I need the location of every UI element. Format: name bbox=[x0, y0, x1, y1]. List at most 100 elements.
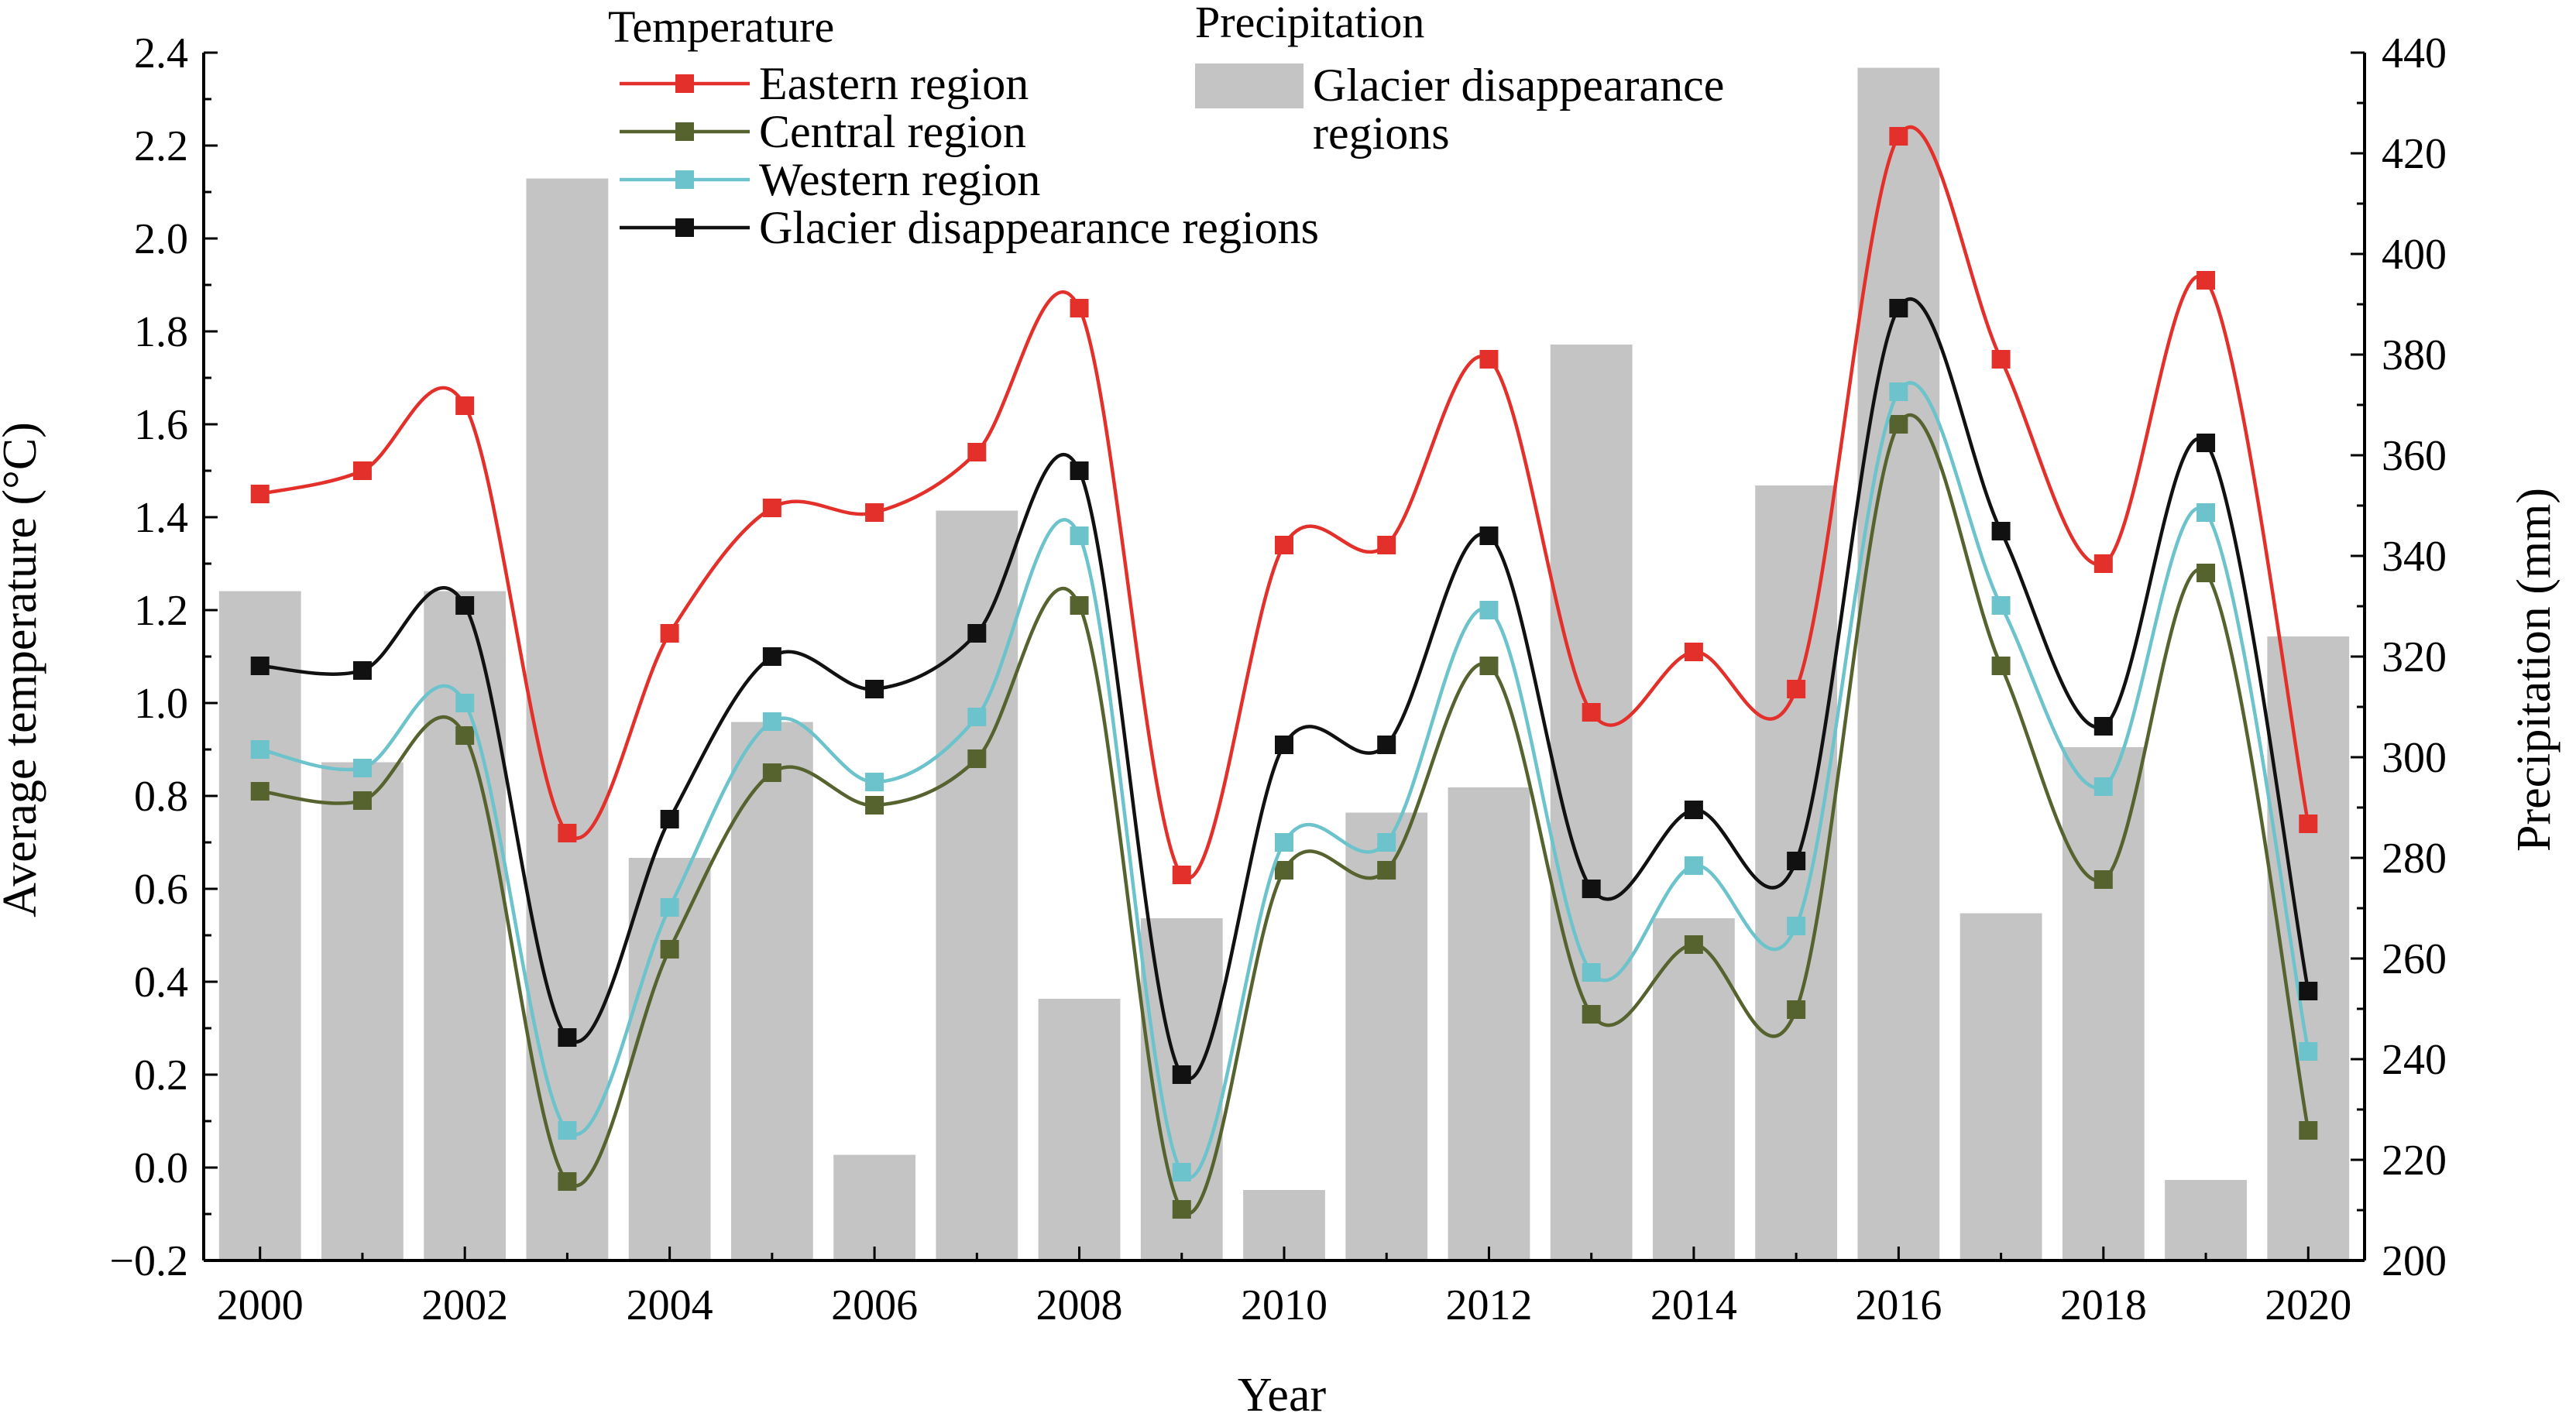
right-tick-label: 280 bbox=[2382, 835, 2447, 883]
series-marker-2-2019 bbox=[2196, 503, 2216, 522]
series-marker-3-2006 bbox=[865, 680, 884, 698]
series-marker-0-2000 bbox=[250, 485, 270, 503]
series-marker-1-2017 bbox=[1991, 657, 2011, 675]
precip-bar-2013 bbox=[1550, 345, 1633, 1260]
legend: Temperature Precipitation Eastern region… bbox=[608, 0, 1724, 253]
x-tick-label: 2018 bbox=[2060, 1281, 2147, 1329]
series-marker-3-2007 bbox=[967, 624, 987, 643]
series-marker-2-2008 bbox=[1070, 526, 1089, 545]
temperature-lines bbox=[250, 125, 2318, 1219]
series-marker-1-2019 bbox=[2196, 564, 2216, 582]
left-tick-label: 1.0 bbox=[134, 680, 188, 728]
series-marker-0-2012 bbox=[1479, 350, 1499, 369]
left-axis-title: Average temperature (°C) bbox=[0, 422, 46, 917]
x-tick-label: 2008 bbox=[1036, 1281, 1123, 1329]
right-tick-label: 220 bbox=[2382, 1137, 2447, 1185]
left-tick-label: 2.4 bbox=[134, 29, 188, 77]
series-marker-3-2017 bbox=[1991, 522, 2011, 540]
series-marker-0-2003 bbox=[558, 824, 577, 842]
legend-marker-3 bbox=[675, 218, 694, 237]
precip-bar-2019 bbox=[2165, 1180, 2247, 1260]
series-marker-2-2020 bbox=[2299, 1042, 2318, 1061]
right-tick-label: 340 bbox=[2382, 533, 2447, 581]
series-marker-2-2015 bbox=[1787, 917, 1806, 935]
series-marker-2-2010 bbox=[1275, 833, 1293, 852]
series-marker-3-2008 bbox=[1070, 461, 1089, 480]
series-marker-1-2006 bbox=[865, 796, 884, 815]
precip-bar-2017 bbox=[1959, 913, 2042, 1260]
right-tick-label: 300 bbox=[2382, 734, 2447, 782]
series-marker-0-2010 bbox=[1275, 536, 1293, 554]
series-marker-1-2011 bbox=[1377, 861, 1396, 880]
x-tick-label: 2000 bbox=[217, 1281, 304, 1329]
series-marker-0-2019 bbox=[2196, 271, 2216, 290]
series-marker-2-2014 bbox=[1684, 856, 1703, 875]
series-marker-0-2007 bbox=[967, 443, 987, 461]
left-tick-label: 1.6 bbox=[134, 401, 188, 449]
series-marker-0-2015 bbox=[1787, 680, 1806, 698]
series-marker-2-2009 bbox=[1172, 1163, 1191, 1182]
series-marker-1-2010 bbox=[1275, 861, 1293, 880]
series-marker-3-2005 bbox=[762, 647, 781, 666]
right-tick-label: 240 bbox=[2382, 1036, 2447, 1084]
legend-marker-0 bbox=[675, 74, 694, 93]
series-marker-3-2004 bbox=[660, 810, 679, 828]
series-marker-2-2011 bbox=[1377, 833, 1396, 852]
x-axis-title: Year bbox=[1238, 1369, 1327, 1413]
series-marker-1-2016 bbox=[1889, 415, 1908, 434]
precipitation-bars bbox=[218, 67, 2350, 1260]
series-marker-2-2002 bbox=[455, 694, 475, 712]
left-tick-label: −0.2 bbox=[109, 1237, 188, 1285]
series-marker-1-2012 bbox=[1479, 657, 1499, 675]
series-marker-2-2006 bbox=[865, 773, 884, 791]
right-tick-label: 260 bbox=[2382, 935, 2447, 983]
legend-marker-2 bbox=[675, 170, 694, 189]
x-tick-label: 2002 bbox=[421, 1281, 508, 1329]
series-marker-0-2005 bbox=[762, 499, 781, 517]
right-tick-label: 320 bbox=[2382, 633, 2447, 681]
series-marker-2-2005 bbox=[762, 712, 781, 731]
legend-label-2: Western region bbox=[759, 154, 1040, 205]
precip-bar-2016 bbox=[1857, 67, 1940, 1260]
series-marker-2-2017 bbox=[1991, 596, 2011, 615]
series-marker-3-2010 bbox=[1275, 736, 1293, 754]
series-marker-1-2007 bbox=[967, 749, 987, 768]
right-axis-title: Precipitation (mm) bbox=[2508, 488, 2561, 852]
x-tick-label: 2020 bbox=[2265, 1281, 2351, 1329]
series-marker-1-2005 bbox=[762, 763, 781, 782]
right-tick-label: 440 bbox=[2382, 29, 2447, 77]
series-marker-2-2003 bbox=[558, 1121, 577, 1140]
legend-label-1: Central region bbox=[759, 106, 1026, 157]
right-tick-label: 420 bbox=[2382, 130, 2447, 178]
legend-bar-label-line1: Glacier disappearance bbox=[1313, 60, 1724, 111]
precip-bar-2008 bbox=[1038, 999, 1121, 1260]
series-marker-2-2013 bbox=[1582, 963, 1601, 982]
axes: −0.2 0.0 0.2 0.4 0.6 0.8 1.0 1.2 1.4 1.6 1.8 2.0 2.2… bbox=[109, 29, 2447, 1329]
series-marker-3-2019 bbox=[2196, 434, 2216, 452]
x-tick-label: 2012 bbox=[1445, 1281, 1532, 1329]
left-tick-label: 0.0 bbox=[134, 1144, 188, 1192]
series-marker-0-2020 bbox=[2299, 815, 2318, 833]
x-tick-label: 2014 bbox=[1650, 1281, 1737, 1329]
series-marker-3-2011 bbox=[1377, 736, 1396, 754]
legend-temperature-title: Temperature bbox=[608, 2, 834, 52]
precip-bar-2001 bbox=[321, 762, 404, 1260]
series-marker-1-2003 bbox=[558, 1172, 577, 1191]
precip-bar-2000 bbox=[218, 591, 301, 1260]
series-marker-3-2001 bbox=[352, 661, 372, 680]
series-marker-0-2001 bbox=[352, 461, 372, 480]
right-tick-label: 380 bbox=[2382, 331, 2447, 379]
series-marker-2-2012 bbox=[1479, 601, 1499, 619]
series-marker-3-2003 bbox=[558, 1028, 577, 1047]
series-marker-0-2013 bbox=[1582, 703, 1601, 722]
x-tick-label: 2006 bbox=[831, 1281, 918, 1329]
right-tick-label: 200 bbox=[2382, 1237, 2447, 1285]
series-marker-1-2018 bbox=[2093, 870, 2113, 889]
legend-bar-label-line2: regions bbox=[1313, 108, 1450, 159]
series-marker-3-2016 bbox=[1889, 299, 1908, 317]
series-marker-3-2018 bbox=[2093, 717, 2113, 736]
left-tick-label: 2.0 bbox=[134, 215, 188, 263]
series-marker-1-2020 bbox=[2299, 1121, 2318, 1140]
series-marker-1-2004 bbox=[660, 940, 679, 959]
